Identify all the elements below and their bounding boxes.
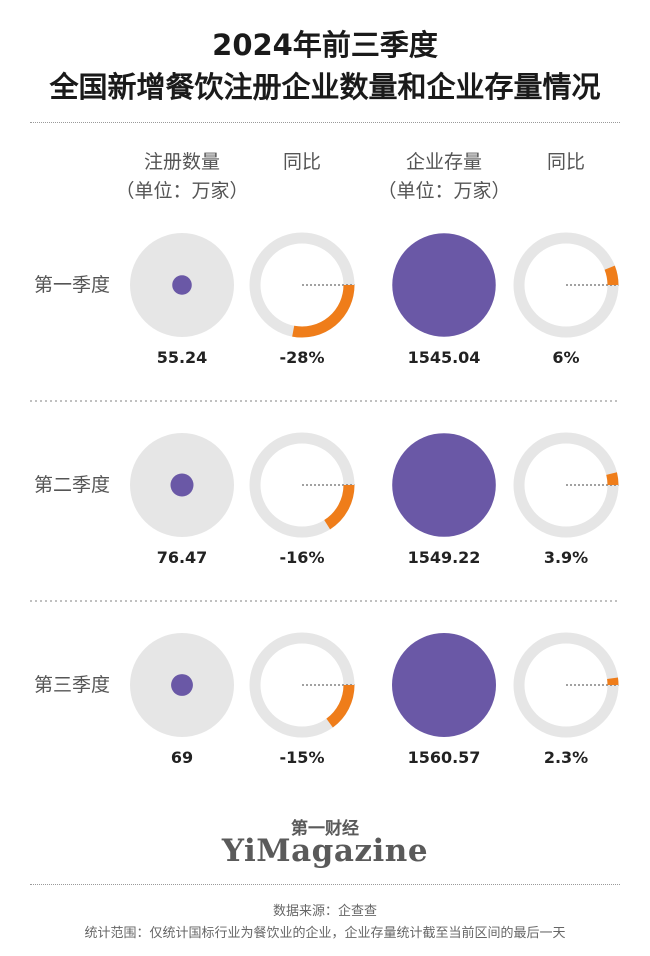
registered-bubble-2 bbox=[170, 473, 194, 497]
chart-title-line2: 全国新增餐饮注册企业数量和企业存量情况 bbox=[49, 70, 601, 104]
footer-divider bbox=[30, 884, 620, 885]
brand-name-cn: 第一财经 bbox=[291, 819, 359, 839]
value-label-s1-r2: 76.47 bbox=[157, 548, 208, 567]
stock-disc-1 bbox=[392, 233, 496, 337]
registered-yoy-arc-3 bbox=[326, 684, 355, 728]
data-source: 数据来源：企查查 bbox=[272, 904, 377, 919]
column-header-registered-yoy-name: 同比 bbox=[282, 151, 321, 173]
registered-bubble-3 bbox=[171, 674, 193, 696]
value-label-s2-r1: -28% bbox=[280, 348, 325, 367]
statistics-scope: 统计范围：仅统计国标行业为餐饮业的企业，企业存量统计截至当前区间的最后一天 bbox=[84, 926, 566, 941]
brand-logo-yimagazine: YiMagazine bbox=[221, 833, 429, 869]
column-header-stock-unit: （单位：万家） bbox=[377, 180, 511, 202]
value-label-s4-r1: 6% bbox=[552, 348, 579, 367]
value-label-s3-r2: 1549.22 bbox=[408, 548, 481, 567]
bubble-donut-chart: 第一季度 55.24 -28% 1545.04 6% 第二季度 76.47 -16% 1549.… bbox=[30, 232, 620, 767]
stock-disc-2 bbox=[392, 433, 496, 537]
row-label-2: 第二季度 bbox=[34, 474, 110, 496]
value-label-s3-r3: 1560.57 bbox=[408, 748, 481, 767]
value-label-s3-r1: 1545.04 bbox=[408, 348, 481, 367]
column-header-stock: 企业存量 （单位：万家） bbox=[369, 148, 519, 206]
registered-yoy-arc-1 bbox=[292, 284, 355, 338]
column-header-registered-name: 注册数量 bbox=[143, 151, 220, 173]
row-label-3: 第三季度 bbox=[34, 674, 110, 696]
value-label-s2-r2: -16% bbox=[280, 548, 325, 567]
column-header-registered-yoy: 同比 bbox=[227, 148, 377, 177]
column-header-stock-name: 企业存量 bbox=[405, 151, 482, 173]
value-label-s1-r1: 55.24 bbox=[157, 348, 208, 367]
column-header-registered-unit: （单位：万家） bbox=[115, 180, 249, 202]
registered-bubble-1 bbox=[172, 275, 192, 295]
stock-yoy-arc-2 bbox=[606, 472, 619, 486]
title-divider bbox=[30, 122, 620, 123]
stock-disc-3 bbox=[392, 633, 496, 737]
value-label-s2-r3: -15% bbox=[280, 748, 325, 767]
stock-yoy-arc-1 bbox=[604, 265, 619, 286]
value-label-s1-r3: 69 bbox=[171, 748, 193, 767]
registered-yoy-arc-2 bbox=[324, 484, 355, 530]
value-label-s4-r2: 3.9% bbox=[544, 548, 588, 567]
column-header-stock-yoy: 同比 bbox=[491, 148, 641, 177]
row-label-1: 第一季度 bbox=[34, 274, 110, 296]
value-label-s4-r3: 2.3% bbox=[544, 748, 588, 767]
column-header-registered: 注册数量 （单位：万家） bbox=[107, 148, 257, 206]
column-header-stock-yoy-name: 同比 bbox=[546, 151, 585, 173]
chart-title-line1: 2024年前三季度 bbox=[212, 28, 438, 62]
